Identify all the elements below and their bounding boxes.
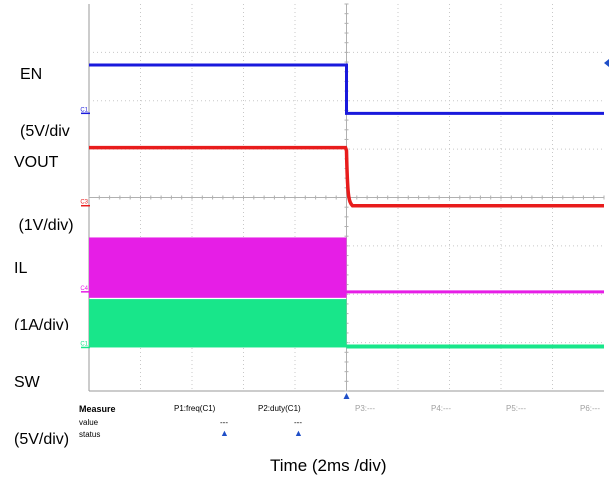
sw-label-line-1: SW xyxy=(14,374,40,391)
measure-param-1[interactable]: P1:freq(C1) xyxy=(174,404,216,413)
channel-label-en: EN (5V/div ` xyxy=(20,27,70,206)
channel-label-sw: SW (5V/div) xyxy=(14,335,70,468)
il-label-line-1: IL xyxy=(14,260,28,277)
en-ground-marker: C1 xyxy=(80,107,88,113)
trigger-level-marker xyxy=(604,59,609,67)
vout-label-line-1: VOUT xyxy=(14,154,59,171)
sw-label-line-2: (5V/div) xyxy=(14,431,70,448)
measure-row-status-label: status xyxy=(79,430,101,439)
measure-param-2-value: --- xyxy=(294,418,302,427)
measure-param-1-value: --- xyxy=(220,418,228,427)
measure-param-5[interactable]: P5:--- xyxy=(506,404,526,413)
en-label-line-2: (5V/div xyxy=(20,123,70,140)
vout-trace xyxy=(89,145,604,208)
measure-param-2-status-icon: ▲ xyxy=(294,428,303,438)
vout-label-line-2: (1V/div) xyxy=(14,217,74,234)
vout-ground-marker: C3 xyxy=(80,200,88,206)
x-axis-label: Time (2ms /div) xyxy=(270,456,387,475)
channel-label-il: IL (1A/div) xyxy=(14,221,69,349)
measure-heading: Measure xyxy=(79,404,116,414)
measure-param-3[interactable]: P3:--- xyxy=(355,404,375,413)
channel-label-vout: VOUT (1V/div) xyxy=(14,110,74,257)
measure-row-value-label: value xyxy=(79,418,99,427)
sw-trace-band xyxy=(89,299,347,348)
measure-param-6[interactable]: P6:--- xyxy=(580,404,600,413)
en-trace xyxy=(89,63,604,115)
en-label-line-1: EN xyxy=(20,66,43,83)
il-label-line-2: (1A/div) xyxy=(14,317,70,330)
measure-param-1-status-icon: ▲ xyxy=(220,428,229,438)
oscilloscope-plot: C1 C3 C4 C1 xyxy=(80,3,609,399)
il-ground-marker: C4 xyxy=(80,286,88,292)
sw-ground-marker: C1 xyxy=(80,341,88,347)
measure-param-4[interactable]: P4:--- xyxy=(431,404,451,413)
il-trace-band xyxy=(89,237,347,298)
en-label-line-3: ` xyxy=(20,179,70,187)
trigger-time-marker xyxy=(343,393,350,399)
measure-param-2[interactable]: P2:duty(C1) xyxy=(258,404,301,413)
